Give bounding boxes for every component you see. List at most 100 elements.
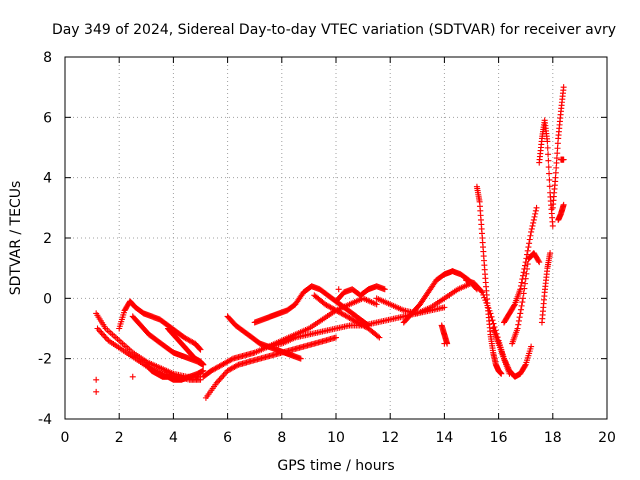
data-point	[515, 317, 522, 324]
data-point	[487, 310, 494, 317]
data-point	[523, 270, 530, 277]
x-axis-label: GPS time / hours	[277, 458, 394, 474]
data-point	[511, 302, 518, 309]
data-point	[528, 343, 535, 350]
data-point	[531, 213, 538, 220]
data-point	[297, 355, 304, 362]
x-tick-label: 20	[598, 430, 616, 446]
series-track-t	[501, 204, 540, 326]
series-track-w	[538, 250, 554, 326]
data-point	[484, 302, 491, 309]
data-point	[544, 144, 551, 151]
data-point	[485, 305, 492, 312]
data-point	[547, 250, 554, 257]
data-point	[478, 288, 485, 295]
data-point	[522, 275, 529, 282]
data-point	[95, 327, 102, 334]
data-point	[200, 367, 207, 374]
data-point	[498, 370, 505, 377]
x-tick-label: 10	[327, 430, 345, 446]
data-point	[197, 376, 204, 383]
data-point	[544, 138, 551, 145]
data-point	[381, 286, 388, 293]
data-point	[526, 236, 533, 243]
data-point	[200, 361, 207, 368]
x-tick-label: 14	[435, 430, 453, 446]
x-tick-label: 8	[277, 430, 286, 446]
data-point	[480, 291, 487, 298]
x-tick-label: 4	[169, 430, 178, 446]
data-point	[488, 313, 495, 320]
data-point	[333, 334, 339, 341]
data-point	[221, 370, 228, 377]
data-point	[129, 373, 136, 380]
data-point	[335, 286, 342, 293]
data-point	[546, 176, 553, 183]
series-track-k	[265, 295, 380, 350]
y-tick-label: 6	[43, 110, 52, 126]
data-point	[546, 183, 553, 190]
series-track-u	[509, 250, 543, 347]
data-point	[516, 314, 523, 321]
data-point	[517, 282, 524, 289]
data-point	[524, 251, 531, 258]
series-track-c	[116, 298, 204, 353]
data-point	[560, 201, 567, 208]
data-point	[102, 334, 109, 341]
data-point	[545, 151, 552, 158]
axis-ticks	[64, 56, 608, 420]
x-tick-labels: 0 2 4 6 8 10 12 14 16 18 20	[61, 430, 616, 446]
data-point	[519, 299, 526, 306]
x-tick-label: 16	[490, 430, 508, 446]
series-track-e	[143, 361, 207, 383]
y-tick-label: 0	[43, 291, 52, 307]
data-point	[527, 232, 534, 239]
data-point	[533, 204, 540, 211]
data-points	[93, 84, 567, 401]
data-point	[520, 290, 527, 297]
series-track-j	[251, 283, 372, 329]
data-point	[215, 378, 222, 385]
y-tick-label: -4	[38, 412, 52, 428]
data-point	[528, 228, 535, 235]
data-point	[234, 362, 241, 369]
data-point	[517, 286, 524, 293]
y-tick-label: 8	[43, 50, 52, 66]
x-tick-label: 18	[544, 430, 562, 446]
data-point	[546, 170, 553, 177]
data-point	[479, 289, 486, 296]
series-track-z	[557, 156, 567, 163]
data-point	[525, 244, 532, 251]
data-point	[98, 330, 105, 337]
series-track-i	[224, 313, 304, 362]
series-outliers	[93, 286, 448, 395]
data-point	[517, 306, 524, 313]
data-point	[530, 219, 537, 226]
series-track-p	[438, 322, 451, 347]
data-point	[219, 373, 226, 380]
data-point	[489, 317, 496, 324]
data-point	[481, 294, 488, 301]
data-point	[441, 304, 448, 311]
data-point	[441, 340, 448, 347]
data-point	[524, 261, 531, 268]
data-point	[520, 269, 527, 276]
data-point	[524, 265, 531, 272]
data-point	[529, 222, 536, 229]
data-point	[518, 279, 525, 286]
y-tick-label: 2	[43, 231, 52, 247]
x-tick-label: 0	[61, 430, 70, 446]
data-point	[101, 333, 108, 340]
data-point	[197, 346, 204, 353]
data-point	[376, 334, 383, 341]
series-track-v	[536, 117, 556, 229]
data-point	[217, 375, 224, 382]
data-point	[521, 285, 528, 292]
data-point	[524, 247, 531, 254]
data-point	[522, 362, 529, 369]
data-point	[486, 307, 493, 314]
data-point	[94, 325, 101, 332]
data-point	[532, 210, 539, 217]
x-tick-label: 6	[223, 430, 232, 446]
